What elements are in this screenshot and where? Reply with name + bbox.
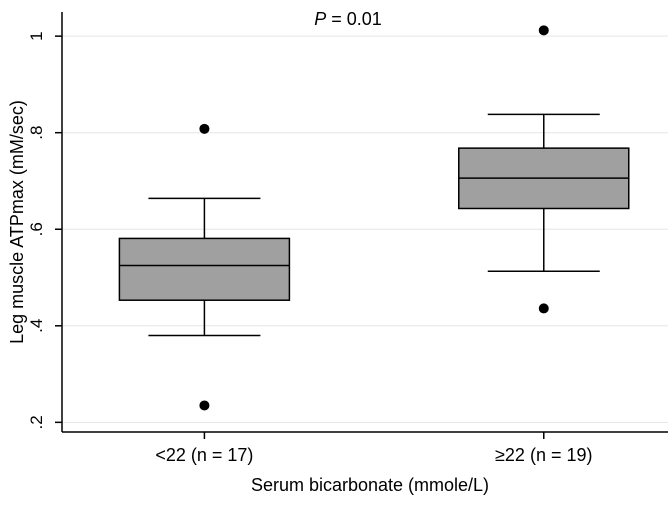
y-tick-label: .6 [27, 222, 46, 236]
iqr-box [118, 237, 291, 301]
x-tick-label: <22 (n = 17) [155, 445, 253, 465]
box-group [118, 123, 291, 411]
y-axis-ticks: .2 .4 .6 .8 1 [27, 31, 62, 429]
box-group [458, 25, 630, 314]
p-value-text: = 0.01 [326, 9, 382, 29]
axes [61, 12, 668, 433]
box-series [118, 25, 630, 411]
outlier-point [199, 400, 210, 411]
outlier-point [538, 25, 549, 36]
x-axis-ticks: <22 (n = 17) ≥22 (n = 19) [155, 432, 592, 465]
y-tick-label: .4 [27, 319, 46, 333]
p-value-annotation: P = 0.01 [314, 9, 382, 29]
y-tick-label: .8 [27, 126, 46, 140]
outlier-point [199, 123, 210, 134]
y-tick-label: .2 [27, 415, 46, 429]
gridlines [62, 35, 668, 423]
x-tick-label: ≥22 (n = 19) [495, 445, 592, 465]
y-tick-label: 1 [27, 31, 46, 40]
outlier-point [538, 303, 549, 314]
x-axis-title: Serum bicarbonate (mmole/L) [251, 475, 489, 495]
p-value-letter: P [314, 9, 326, 29]
y-axis-title: Leg muscle ATPmax (mM/sec) [7, 100, 27, 344]
